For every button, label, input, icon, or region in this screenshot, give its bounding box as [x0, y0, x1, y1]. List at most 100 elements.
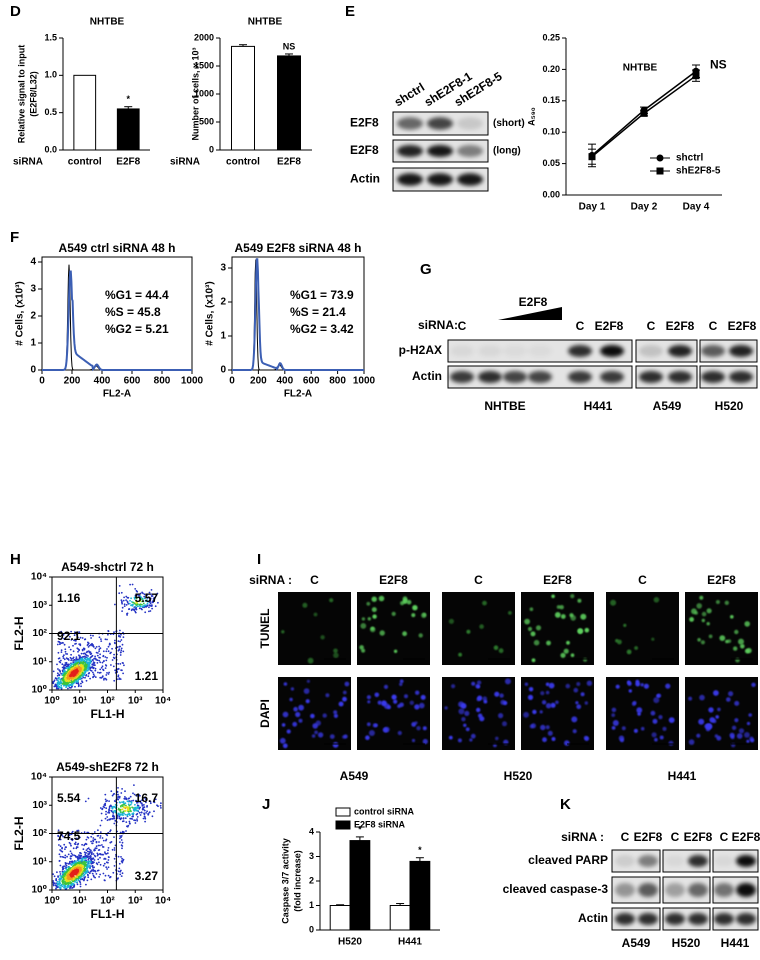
flow-dot	[105, 818, 107, 820]
cell	[325, 693, 329, 697]
cell	[398, 731, 402, 735]
flow-dot	[104, 807, 106, 809]
flow-dot	[54, 679, 56, 681]
cell	[499, 693, 503, 697]
flow-dot	[80, 886, 82, 888]
flow-dot	[118, 650, 120, 652]
flow-dot	[87, 836, 89, 838]
lane-label: shctrl	[392, 80, 427, 109]
flow-dot	[113, 836, 115, 838]
flow-dot	[100, 864, 102, 866]
flow-dot	[118, 817, 120, 819]
blot-band	[457, 173, 483, 185]
flow-dot	[106, 679, 108, 681]
flow-dot	[69, 861, 71, 863]
flow-dot	[120, 634, 122, 636]
flow-dot	[92, 840, 94, 842]
flow-dot	[86, 839, 88, 841]
flow-dot	[144, 816, 146, 818]
y-tick-label: 10²	[33, 828, 48, 839]
flow-dot	[87, 880, 89, 882]
cell-cycle-stat: %G1 = 44.4	[105, 288, 169, 302]
marker	[641, 110, 648, 117]
flow-dot	[105, 799, 107, 801]
flow-dot	[99, 636, 101, 638]
cell	[620, 738, 624, 742]
cell	[557, 605, 561, 609]
blot-band	[615, 913, 635, 925]
flow-dot	[132, 792, 134, 794]
flow-dot	[100, 831, 102, 833]
flow-dot	[110, 664, 112, 666]
cell	[477, 685, 480, 688]
blot-band	[478, 345, 502, 357]
flow-dot	[119, 802, 121, 804]
flow-dot	[132, 584, 134, 586]
cell	[384, 685, 388, 689]
flow-dot	[59, 860, 61, 862]
flow-dot	[69, 687, 71, 689]
flow-dot	[94, 855, 96, 857]
blot-band	[688, 883, 708, 897]
flow-dot	[97, 859, 99, 861]
cell	[575, 701, 578, 704]
cell	[410, 701, 414, 705]
group-label: A549	[340, 769, 369, 783]
cell	[471, 734, 476, 739]
flow-dot	[78, 649, 80, 651]
cell	[701, 640, 705, 644]
flow-dot	[53, 671, 55, 673]
row-note: (short)	[493, 118, 525, 129]
cell-cycle-stat: %G1 = 73.9	[290, 288, 354, 302]
flow-dot	[70, 657, 72, 659]
flow-dot	[142, 606, 144, 608]
flow-dot	[84, 652, 86, 654]
cell	[531, 631, 536, 636]
flow-dot	[87, 876, 89, 878]
y-tick-label: 2000	[194, 32, 214, 42]
flow-dot	[137, 605, 139, 607]
flow-dot	[75, 871, 77, 873]
flow-dot	[99, 837, 101, 839]
flow-dot	[124, 798, 126, 800]
flow-dot	[56, 664, 58, 666]
cell	[415, 691, 419, 695]
flow-dot	[124, 814, 126, 816]
flow-dot	[64, 855, 66, 857]
flow-dot	[71, 887, 73, 889]
cell	[696, 734, 700, 738]
flow-dot	[92, 677, 94, 679]
flow-dot	[128, 805, 130, 807]
bar	[330, 906, 350, 931]
flow-dot	[102, 675, 104, 677]
cell	[464, 711, 469, 716]
group-label: H520	[504, 769, 533, 783]
flow-dot	[98, 870, 100, 872]
flow-dot	[118, 868, 120, 870]
cell	[421, 613, 426, 618]
flow-dot	[122, 831, 124, 833]
flow-dot	[87, 874, 89, 876]
column-label: E2F8	[543, 573, 572, 587]
flow-dot	[90, 879, 92, 881]
marker	[693, 72, 700, 79]
cell	[369, 730, 375, 736]
flow-dot	[59, 849, 61, 851]
cell	[392, 612, 396, 616]
flow-dot	[93, 661, 95, 663]
flow-dot	[94, 839, 96, 841]
lane-label: C	[709, 319, 718, 333]
flow-dot	[133, 784, 135, 786]
cell	[308, 658, 314, 664]
cell	[280, 738, 286, 744]
flow-dot	[90, 871, 92, 873]
blot-band	[639, 345, 663, 357]
x-axis-label: siRNA	[170, 157, 200, 168]
flow-dot	[118, 813, 120, 815]
flow-dot	[120, 870, 122, 872]
flow-dot	[101, 667, 103, 669]
x-tick-label: E2F8	[116, 157, 140, 168]
flow-dot	[127, 798, 129, 800]
blot-band	[665, 883, 685, 897]
flow-dot	[99, 653, 101, 655]
